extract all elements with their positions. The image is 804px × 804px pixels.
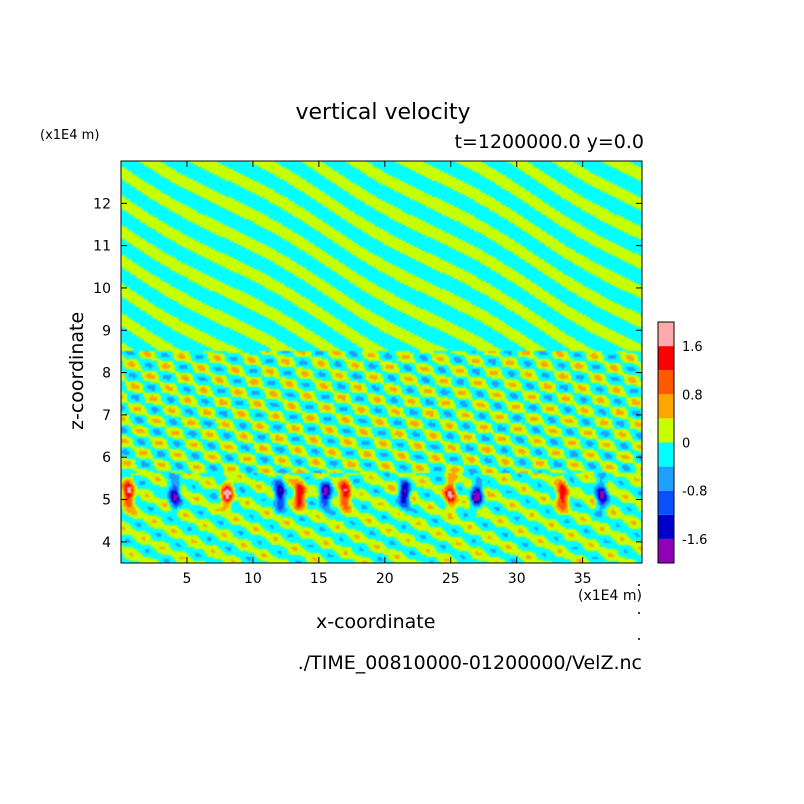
y-tick-label: 9 bbox=[102, 323, 111, 339]
y-tick-label: 12 bbox=[93, 196, 111, 212]
y-tick-label: 6 bbox=[102, 450, 111, 466]
x-tick-label: 30 bbox=[508, 571, 526, 587]
colorbar: 1.6 0.8 0 -0.8 -1.6 bbox=[657, 321, 707, 564]
x-tick-label: 10 bbox=[244, 571, 262, 587]
colorbar-swatch bbox=[658, 394, 674, 419]
x-axis-label: x-coordinate bbox=[316, 611, 436, 633]
x-tick-label: 20 bbox=[376, 571, 394, 587]
chart-title: vertical velocity bbox=[295, 100, 471, 125]
x-tick-label: 5 bbox=[182, 571, 191, 587]
colorbar-swatch bbox=[658, 514, 674, 539]
dot-mark bbox=[638, 638, 640, 640]
y-axis-unit: (x1E4 m) bbox=[40, 128, 100, 143]
y-tick-label: 4 bbox=[102, 535, 111, 551]
source-filename: ./TIME_00810000-01200000/VelZ.nc bbox=[297, 652, 642, 674]
velocity-field-image bbox=[121, 161, 642, 563]
colorbar-swatch bbox=[658, 370, 674, 395]
chart-subtitle: t=1200000.0 y=0.0 bbox=[454, 131, 644, 153]
y-tick-label: 7 bbox=[102, 408, 111, 424]
plot-frame bbox=[120, 160, 643, 564]
colorbar-swatch bbox=[658, 346, 674, 371]
y-tick-label: 10 bbox=[93, 281, 111, 297]
colorbar-tick-label: 0.8 bbox=[682, 388, 703, 403]
velocity-field bbox=[121, 161, 642, 563]
dot-mark bbox=[638, 612, 640, 614]
colorbar-tick-label: -1.6 bbox=[682, 533, 707, 548]
colorbar-tick-label: 0 bbox=[682, 437, 690, 452]
colorbar-swatch bbox=[658, 322, 674, 347]
x-axis-unit: (x1E4 m) bbox=[578, 588, 642, 604]
colorbar-frame bbox=[657, 321, 675, 564]
colorbar-swatch bbox=[658, 442, 674, 467]
colorbar-swatch bbox=[658, 490, 674, 515]
corner-marks bbox=[638, 584, 640, 640]
colorbar-tick-label: 1.6 bbox=[682, 340, 703, 355]
x-tick-label: 25 bbox=[442, 571, 460, 587]
colorbar-swatch bbox=[658, 466, 674, 491]
y-tick-label: 11 bbox=[93, 239, 111, 255]
x-tick-label: 15 bbox=[310, 571, 328, 587]
y-tick-label: 8 bbox=[102, 366, 111, 382]
x-tick-label: 35 bbox=[574, 571, 592, 587]
y-tick-label: 5 bbox=[102, 493, 111, 509]
axis-ticks: 5 10 15 20 25 30 35 4 5 6 7 8 9 10 11 12 bbox=[93, 161, 642, 587]
colorbar-swatch bbox=[658, 538, 674, 563]
dot-mark bbox=[638, 584, 640, 586]
colorbar-tick-label: -0.8 bbox=[682, 485, 707, 500]
colorbar-swatch bbox=[658, 418, 674, 443]
